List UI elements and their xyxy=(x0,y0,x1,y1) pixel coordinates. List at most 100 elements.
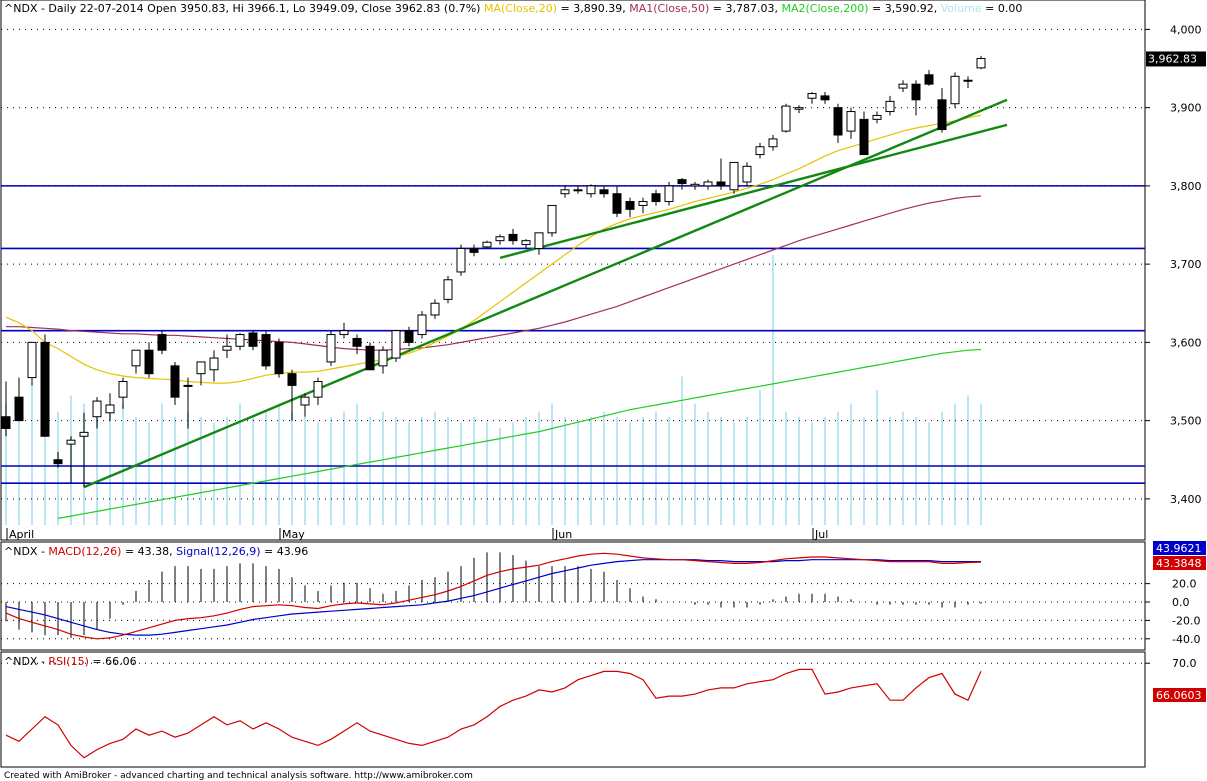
macd-y-axis: -40.0 -20.0 0.0 20.0 xyxy=(1145,578,1200,646)
signal-badge-value: 43.9621 xyxy=(1156,542,1202,555)
ma200-line xyxy=(57,348,982,519)
price-y-axis: 3,400 3,500 3,600 3,700 3,800 3,900 4,000 xyxy=(1145,23,1202,506)
volume-bar xyxy=(707,411,709,525)
candle xyxy=(300,393,310,417)
volume-bar xyxy=(460,422,462,525)
macd-badge-value: 43.3848 xyxy=(1156,557,1202,570)
candle xyxy=(937,88,947,133)
volume-bar xyxy=(811,422,813,525)
volume-bar xyxy=(434,411,436,525)
volume-bar xyxy=(408,422,410,525)
volume-bar xyxy=(655,411,657,525)
volume-bar xyxy=(889,417,891,525)
volume-bar xyxy=(733,422,735,525)
candle-body xyxy=(716,181,726,187)
candle-body xyxy=(391,330,401,359)
candle xyxy=(690,181,700,190)
candle-body xyxy=(820,95,830,101)
rsi-badge-value: 66.0603 xyxy=(1156,689,1202,702)
candle-body xyxy=(313,381,323,398)
candle xyxy=(638,197,648,214)
volume-bar xyxy=(239,403,241,525)
candle xyxy=(703,179,713,190)
volume-bar xyxy=(850,403,852,525)
candle-body xyxy=(222,345,232,351)
candle xyxy=(209,350,219,382)
candle-body xyxy=(404,330,414,343)
volume-bar xyxy=(564,417,566,525)
candle xyxy=(768,135,778,151)
candle-body xyxy=(118,381,128,398)
candle xyxy=(807,91,817,104)
candle-body xyxy=(664,185,674,203)
volume-bar xyxy=(369,417,371,525)
candle xyxy=(794,105,804,114)
volume-bar xyxy=(486,422,488,525)
price-tick-label: 4,000 xyxy=(1170,23,1202,36)
macd-value: = 43.38, xyxy=(121,545,176,558)
candle-body xyxy=(482,241,492,248)
moving-averages xyxy=(5,114,982,519)
candle xyxy=(196,361,206,386)
signal-value: = 43.96 xyxy=(261,545,309,558)
candle xyxy=(378,346,388,374)
candlesticks xyxy=(1,55,986,488)
candle-body xyxy=(248,332,258,347)
volume-bar xyxy=(642,417,644,525)
last-close-badge: 3,962.83 xyxy=(1146,51,1206,67)
candle-body xyxy=(417,314,427,336)
volume-bar xyxy=(135,417,137,525)
candle xyxy=(365,342,375,371)
candle-body xyxy=(339,330,349,336)
rsi-label: RSI(15) xyxy=(48,655,88,668)
candle-body xyxy=(352,337,362,347)
macd-histogram xyxy=(5,552,982,638)
candle-body xyxy=(768,138,778,148)
candle xyxy=(547,204,557,237)
candle xyxy=(53,451,63,468)
candle xyxy=(742,162,752,186)
rsi-value: = 66.06 xyxy=(89,655,137,668)
macd-tick-label: 20.0 xyxy=(1172,578,1197,591)
candle-body xyxy=(261,334,271,367)
candle-body xyxy=(495,236,505,242)
candle xyxy=(560,185,570,198)
ma20-value: = 3,890.39, xyxy=(557,2,626,15)
candle xyxy=(846,107,856,139)
candle-body xyxy=(898,83,908,89)
candle xyxy=(339,322,349,339)
candle xyxy=(79,412,89,488)
price-tick-label: 3,600 xyxy=(1170,336,1202,349)
price-tick-label: 3,800 xyxy=(1170,180,1202,193)
candle-body xyxy=(703,181,713,187)
volume-bar xyxy=(382,411,384,525)
month-label: Jun xyxy=(554,528,572,541)
candle xyxy=(222,334,232,359)
volume-bar xyxy=(824,417,826,525)
last-close-value: 3,962.83 xyxy=(1148,52,1197,65)
month-label: May xyxy=(282,528,305,541)
candle-body xyxy=(183,384,193,387)
candle xyxy=(391,330,401,362)
candle xyxy=(170,361,180,405)
volume-bar xyxy=(200,417,202,525)
candle-body xyxy=(300,396,310,406)
candle xyxy=(755,142,765,159)
macd-tick-label: 0.0 xyxy=(1172,596,1190,609)
volume-bar xyxy=(967,395,969,525)
candle-body xyxy=(872,114,882,120)
candle xyxy=(144,342,154,378)
candle-body xyxy=(157,334,167,351)
month-label: April xyxy=(9,528,34,541)
ma200-value: = 3,590.92, xyxy=(869,2,938,15)
volume-bar xyxy=(616,417,618,525)
candle xyxy=(495,234,505,245)
candle-body xyxy=(781,105,791,132)
price-tick-label: 3,400 xyxy=(1170,493,1202,506)
macd-header-prefix: ^NDX - xyxy=(4,545,48,558)
volume-bar xyxy=(746,417,748,525)
volume-bar xyxy=(512,422,514,525)
candle xyxy=(677,178,687,190)
volume-bar xyxy=(174,417,176,525)
